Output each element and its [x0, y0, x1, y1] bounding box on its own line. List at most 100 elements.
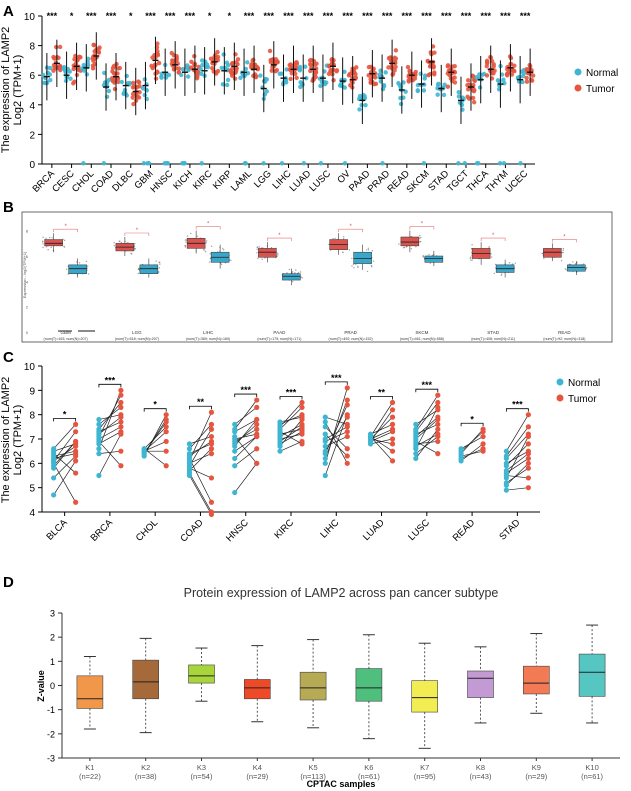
significance-bracket — [370, 396, 393, 400]
data-point — [357, 107, 362, 112]
data-point — [84, 72, 90, 77]
significance-mark: * — [278, 233, 281, 239]
y-axis-label: Expression - log2(TPM+1) — [22, 251, 27, 298]
pair-line — [370, 416, 393, 440]
y-tick-label: 2 — [50, 633, 55, 643]
normal-point — [322, 424, 328, 430]
box — [282, 273, 301, 281]
data-point — [142, 77, 148, 82]
data-point — [184, 246, 187, 248]
data-point — [113, 242, 115, 244]
data-point — [422, 73, 428, 78]
data-point — [491, 64, 496, 69]
data-point — [85, 260, 88, 263]
normal-point — [277, 443, 283, 449]
data-point — [543, 257, 545, 260]
tumor-point — [208, 426, 215, 432]
tumor-point — [163, 463, 169, 469]
panel-label-b: B — [3, 199, 14, 216]
significance-mark: *** — [47, 11, 58, 21]
data-point — [585, 266, 588, 269]
significance-bracket — [338, 228, 363, 233]
data-point — [249, 64, 254, 70]
tumor-point — [435, 421, 441, 427]
pair-line — [53, 431, 76, 462]
tumor-point — [73, 451, 79, 457]
pair-line — [98, 433, 122, 476]
tumor-point — [163, 438, 169, 445]
pair-line — [370, 424, 393, 435]
data-point — [576, 262, 578, 264]
data-point — [143, 87, 149, 92]
x-tick-label: STAD — [497, 517, 522, 542]
tumor-point — [480, 426, 486, 432]
x-tick-label: DLBC — [110, 168, 136, 194]
normal-point — [51, 465, 57, 471]
x-tick-label: KIRC — [272, 517, 296, 541]
data-point — [199, 71, 204, 77]
data-point — [81, 161, 86, 166]
data-point — [264, 89, 269, 94]
pair-line — [98, 431, 122, 445]
data-point — [515, 75, 521, 80]
data-point — [469, 256, 472, 259]
tumor-point — [525, 475, 531, 481]
data-point — [297, 272, 300, 274]
normal-point — [322, 455, 328, 462]
tumor-point — [344, 402, 350, 408]
data-point — [413, 69, 418, 75]
significance-mark: * — [349, 224, 352, 230]
data-point — [153, 76, 159, 81]
data-point — [339, 83, 345, 89]
data-point — [224, 82, 230, 88]
normal-point — [51, 446, 57, 452]
data-point — [90, 63, 96, 68]
normal-point — [458, 446, 464, 452]
y-tick-label: 8 — [29, 411, 35, 422]
data-point — [432, 50, 437, 55]
data-point — [133, 246, 136, 248]
data-point — [462, 161, 467, 166]
tumor-point — [480, 441, 486, 447]
data-point — [365, 249, 368, 251]
significance-mark: *** — [512, 400, 523, 410]
pair-line — [234, 419, 257, 433]
data-point — [490, 253, 492, 255]
data-point — [562, 251, 564, 254]
x-axis-label: CPTAC samples — [307, 779, 376, 789]
significance-mark: * — [470, 414, 474, 424]
pair-line — [98, 441, 122, 467]
data-point — [488, 246, 490, 248]
pair-line — [460, 436, 484, 450]
data-point — [230, 259, 232, 262]
data-point — [393, 64, 398, 70]
pair-line — [415, 416, 439, 437]
data-point — [419, 237, 421, 239]
data-point — [347, 71, 353, 77]
data-point — [432, 70, 437, 75]
significance-bracket — [324, 381, 348, 385]
data-point — [63, 78, 69, 84]
pair-line — [324, 414, 348, 476]
normal-point — [458, 451, 464, 457]
tumor-point — [389, 458, 396, 464]
data-point — [158, 261, 160, 264]
data-point — [564, 268, 567, 270]
data-point — [58, 67, 63, 73]
significance-bracket — [98, 383, 122, 388]
data-point — [159, 263, 161, 265]
data-point — [398, 243, 400, 245]
x-tick-count: (num(T)=369; num(N)=160) — [186, 337, 230, 341]
x-tick-count: (num(T)=408; num(N)=211) — [471, 337, 515, 341]
data-point — [112, 86, 118, 92]
pair-line — [189, 475, 212, 515]
significance-bracket — [279, 396, 303, 400]
data-point — [225, 77, 231, 83]
data-point — [78, 55, 83, 60]
tumor-point — [118, 448, 124, 454]
x-tick-label: K1 — [85, 763, 94, 772]
legend-normal-marker — [574, 68, 582, 76]
pair-line — [279, 424, 303, 437]
normal-point — [413, 426, 419, 432]
